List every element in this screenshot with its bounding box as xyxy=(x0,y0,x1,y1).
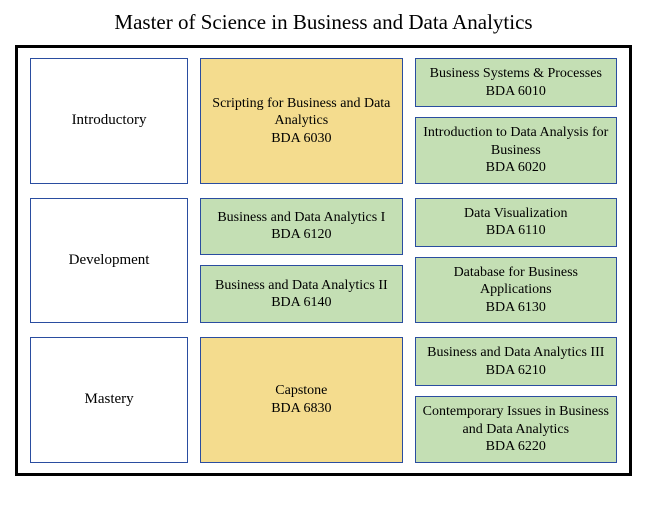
course-box: Business and Data Analytics I BDA 6120 xyxy=(200,198,402,256)
course-code: BDA 6010 xyxy=(486,83,546,101)
course-code: BDA 6120 xyxy=(271,226,331,244)
mid-column: Capstone BDA 6830 xyxy=(200,337,402,463)
level-label: Introductory xyxy=(30,58,188,184)
course-name: Contemporary Issues in Business and Data… xyxy=(420,403,612,438)
course-box: Database for Business Applications BDA 6… xyxy=(415,257,617,324)
course-box: Introduction to Data Analysis for Busine… xyxy=(415,117,617,184)
course-name: Database for Business Applications xyxy=(420,264,612,299)
course-box: Data Visualization BDA 6110 xyxy=(415,198,617,247)
tier-introductory: Introductory Scripting for Business and … xyxy=(30,58,617,184)
course-name: Business and Data Analytics I xyxy=(217,209,385,227)
course-box: Business and Data Analytics II BDA 6140 xyxy=(200,265,402,323)
level-label: Mastery xyxy=(30,337,188,463)
curriculum-frame: Introductory Scripting for Business and … xyxy=(15,45,632,476)
course-code: BDA 6020 xyxy=(486,159,546,177)
course-box: Contemporary Issues in Business and Data… xyxy=(415,396,617,463)
level-label: Development xyxy=(30,198,188,324)
course-name: Business and Data Analytics III xyxy=(427,344,604,362)
tier-mastery: Mastery Capstone BDA 6830 Business and D… xyxy=(30,337,617,463)
course-code: BDA 6220 xyxy=(486,438,546,456)
mid-column: Business and Data Analytics I BDA 6120 B… xyxy=(200,198,402,324)
course-name: Business and Data Analytics II xyxy=(215,277,388,295)
course-code: BDA 6110 xyxy=(486,222,546,240)
course-name: Scripting for Business and Data Analytic… xyxy=(205,95,397,130)
course-code: BDA 6030 xyxy=(271,130,331,148)
course-code: BDA 6140 xyxy=(271,294,331,312)
course-code: BDA 6130 xyxy=(486,299,546,317)
course-name: Capstone xyxy=(275,382,327,400)
course-code: BDA 6830 xyxy=(271,400,331,418)
course-box: Business Systems & Processes BDA 6010 xyxy=(415,58,617,107)
page-title: Master of Science in Business and Data A… xyxy=(15,10,632,35)
right-column: Data Visualization BDA 6110 Database for… xyxy=(415,198,617,324)
course-box: Scripting for Business and Data Analytic… xyxy=(200,58,402,184)
course-name: Introduction to Data Analysis for Busine… xyxy=(420,124,612,159)
tier-development: Development Business and Data Analytics … xyxy=(30,198,617,324)
right-column: Business Systems & Processes BDA 6010 In… xyxy=(415,58,617,184)
course-code: BDA 6210 xyxy=(486,362,546,380)
course-name: Data Visualization xyxy=(464,205,567,223)
course-box: Capstone BDA 6830 xyxy=(200,337,402,463)
mid-column: Scripting for Business and Data Analytic… xyxy=(200,58,402,184)
right-column: Business and Data Analytics III BDA 6210… xyxy=(415,337,617,463)
course-name: Business Systems & Processes xyxy=(430,65,602,83)
course-box: Business and Data Analytics III BDA 6210 xyxy=(415,337,617,386)
